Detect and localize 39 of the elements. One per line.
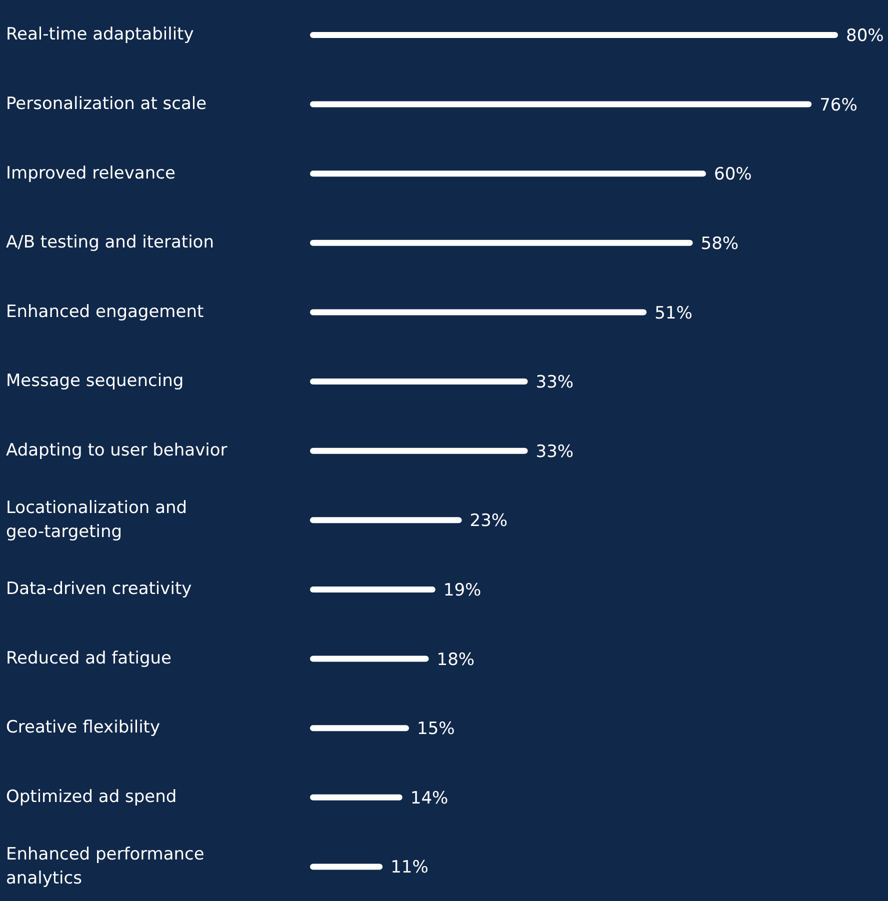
bar <box>310 656 429 662</box>
data-label: 33% <box>536 372 574 393</box>
bar <box>310 170 706 177</box>
bar <box>310 794 402 800</box>
data-label: 58% <box>700 234 739 254</box>
data-label: 80% <box>846 26 884 46</box>
data-label: 18% <box>436 650 475 670</box>
bar <box>310 517 462 524</box>
data-label: 60% <box>714 164 752 185</box>
y-tick-label: A/B testing and iteration <box>6 232 214 253</box>
y-tick-label: Adapting to user behavior <box>6 440 228 460</box>
data-label: 23% <box>470 511 508 532</box>
y-tick-label: Data-driven creativity <box>6 579 192 600</box>
y-tick-label: Enhanced engagement <box>6 302 204 322</box>
bar <box>310 448 528 454</box>
data-label: 11% <box>390 858 428 878</box>
data-label: 15% <box>417 719 455 740</box>
bar <box>310 32 838 38</box>
data-label: 14% <box>410 788 448 808</box>
bar <box>310 101 812 108</box>
bar <box>310 586 436 592</box>
y-tick-label: Real-time adaptability <box>6 24 194 45</box>
bar <box>310 240 693 246</box>
bar <box>310 725 409 732</box>
y-tick-label: Improved relevance <box>6 163 176 184</box>
data-label: 33% <box>536 442 574 462</box>
bar <box>310 864 383 870</box>
y-tick-label: Locationalization and geo-targeting <box>6 498 188 542</box>
data-label: 76% <box>820 95 858 116</box>
bar <box>310 309 647 316</box>
y-tick-label: Message sequencing <box>6 371 184 392</box>
y-tick-label: Enhanced performance analytics <box>6 844 204 888</box>
bar <box>310 378 528 385</box>
data-label: 19% <box>443 580 482 600</box>
y-tick-label: Optimized ad spend <box>6 787 177 808</box>
data-label: 51% <box>654 303 692 324</box>
y-tick-label: Reduced ad fatigue <box>6 648 172 668</box>
y-tick-label: Personalization at scale <box>6 94 207 114</box>
y-tick-label: Creative flexibility <box>6 718 160 738</box>
